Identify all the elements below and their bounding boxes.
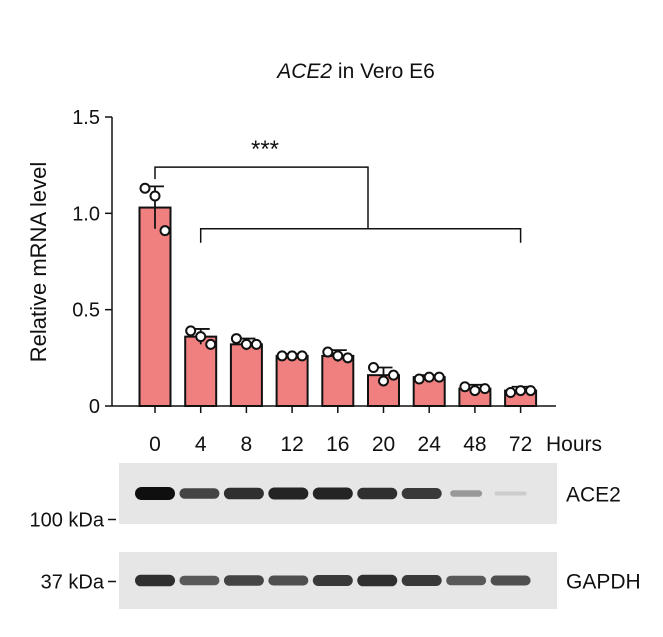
data-point — [159, 225, 171, 237]
blot-band — [357, 487, 398, 500]
blot-band — [135, 487, 175, 500]
data-point — [388, 369, 399, 381]
data-point — [286, 350, 298, 362]
data-point — [205, 338, 217, 350]
data-point — [322, 346, 334, 358]
significance-label: *** — [251, 136, 279, 163]
blot-band — [450, 490, 483, 497]
blot-band — [179, 575, 220, 586]
chart-title: ACE2 in Vero E6 — [275, 60, 435, 83]
blot-band — [401, 575, 442, 586]
y-tick-label: 1.0 — [72, 203, 100, 225]
data-point — [332, 350, 344, 362]
data-point — [479, 383, 491, 395]
x-tick-label: 20 — [372, 433, 395, 456]
x-tick-label: 12 — [280, 433, 303, 456]
bar — [321, 354, 355, 408]
x-tick-label: 24 — [418, 433, 442, 456]
blot-protein-label: GAPDH — [566, 571, 641, 594]
data-point — [185, 325, 197, 337]
blot-band — [357, 574, 398, 587]
blot-band — [223, 575, 264, 586]
bar — [138, 206, 172, 407]
x-tick-label: 16 — [326, 433, 349, 456]
y-tick-label: 1.5 — [72, 107, 100, 129]
data-point — [230, 333, 242, 345]
data-point — [433, 371, 445, 383]
blot-band — [490, 575, 531, 586]
blot-band — [179, 488, 220, 499]
blot-band — [494, 491, 527, 496]
x-tick-label: 8 — [241, 433, 253, 456]
blot-band — [312, 575, 353, 586]
data-point — [459, 381, 471, 393]
data-point — [525, 385, 537, 397]
blot-band — [135, 574, 175, 587]
x-tick-label: 4 — [195, 433, 207, 456]
western-blots: ACE2 100 kDa GAPDH 37 kDa — [30, 463, 641, 609]
x-tick-label: 72 — [509, 433, 532, 456]
data-point — [469, 385, 481, 397]
data-point — [276, 350, 288, 362]
data-point — [296, 350, 308, 362]
data-point — [240, 338, 252, 350]
data-point — [149, 190, 161, 202]
data-point — [378, 375, 389, 387]
data-point — [423, 371, 435, 383]
blot-band — [268, 487, 309, 500]
significance-bracket-top — [154, 166, 369, 229]
blot-band — [223, 487, 264, 500]
blot-size-label: 37 kDa — [41, 572, 105, 594]
data-point — [515, 385, 527, 397]
blot-band — [268, 575, 309, 586]
y-axis-label: Relative mRNA level — [26, 162, 51, 363]
data-point — [195, 331, 207, 343]
data-point — [139, 182, 151, 194]
data-point — [505, 387, 517, 399]
blot-panel-ace2: ACE2 100 kDa — [30, 463, 621, 532]
blot-size-label: 100 kDa — [30, 510, 105, 532]
blot-band — [401, 488, 442, 499]
data-point — [368, 361, 379, 373]
data-point — [413, 373, 425, 385]
data-point — [250, 338, 262, 350]
blot-band — [446, 575, 487, 586]
bar — [229, 343, 263, 408]
chart-title-cell-line: in Vero E6 — [332, 60, 435, 83]
blot-panel-gapdh: GAPDH 37 kDa — [41, 552, 641, 609]
significance-bracket-bottom — [199, 227, 522, 243]
x-tick-label: 0 — [149, 433, 161, 456]
data-point — [342, 352, 354, 364]
blot-protein-label: ACE2 — [566, 484, 621, 507]
blot-band — [312, 487, 353, 500]
y-tick-label: 0 — [89, 396, 100, 418]
x-axis-label: Hours — [546, 433, 602, 456]
chart-title-gene: ACE2 — [275, 60, 332, 83]
chart-area: 00.51.01.50 4 8 12 16 20 24 48 72 Hours*** — [72, 107, 602, 456]
bar — [275, 354, 309, 408]
y-tick-label: 0.5 — [72, 300, 100, 322]
x-tick-label: 48 — [463, 433, 486, 456]
